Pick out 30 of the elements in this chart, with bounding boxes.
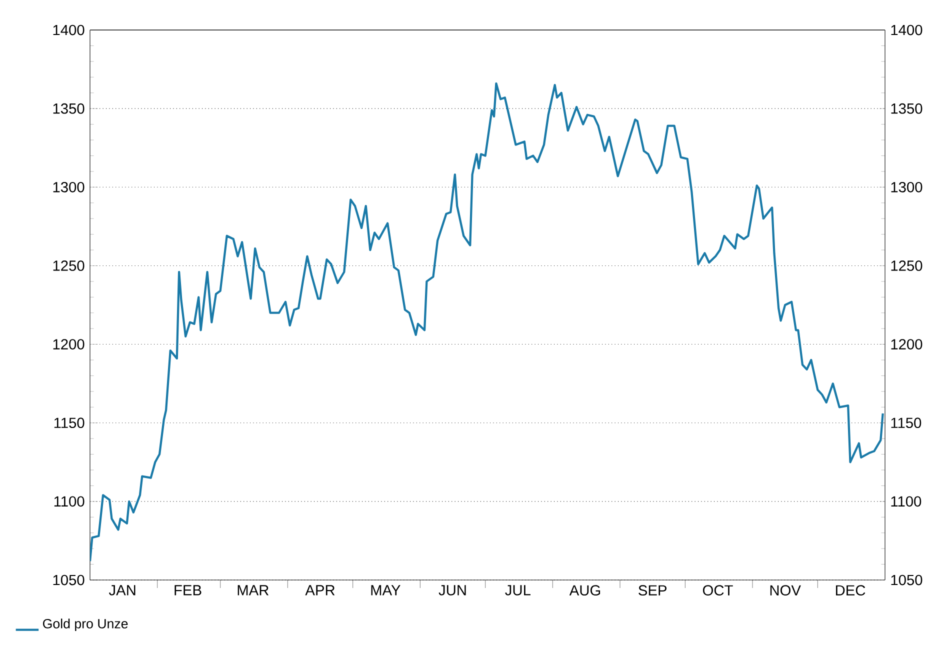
x-tick-label: FEB (174, 585, 202, 596)
y2-tick-label: 1200 (891, 339, 922, 350)
y2-tick-label: 1250 (891, 260, 922, 271)
y2-tick-label: 1300 (891, 182, 922, 192)
x-tick-label: OCT (702, 585, 733, 596)
x-tick-label: JUL (505, 585, 530, 596)
x-tick-label: JAN (108, 585, 136, 596)
y-tick-label: 1350 (53, 103, 84, 114)
y2-tick-label: 1350 (891, 103, 922, 114)
x-tick-label: DEC (836, 585, 866, 596)
y-tick-label: 1150 (54, 418, 84, 428)
y-tick-label: 1250 (53, 260, 84, 271)
x-tick-label: MAY (371, 585, 400, 596)
x-tick-label: APR (305, 585, 335, 596)
y2-tick-label: 1050 (891, 574, 922, 586)
x-tick-label: SEP (638, 585, 666, 596)
y-tick-label: 1050 (53, 574, 84, 586)
y-tick-label: 1200 (53, 339, 84, 350)
x-tick-label: MAR (238, 585, 269, 596)
line-series (90, 82, 884, 562)
x-tick-label: AUG (569, 585, 600, 596)
y-tick-label: 1100 (54, 496, 84, 507)
y-tick-label: 1300 (53, 182, 84, 192)
x-tick-label: JUN (438, 585, 466, 596)
x-tick-label: NOV (770, 585, 801, 596)
y2-tick-label: 1100 (891, 496, 922, 507)
legend-label: Gold pro Unze (42, 618, 128, 632)
y2-tick-label: 1400 (891, 24, 922, 36)
y2-tick-label: 1150 (891, 418, 922, 428)
y-tick-label: 1400 (53, 24, 84, 36)
